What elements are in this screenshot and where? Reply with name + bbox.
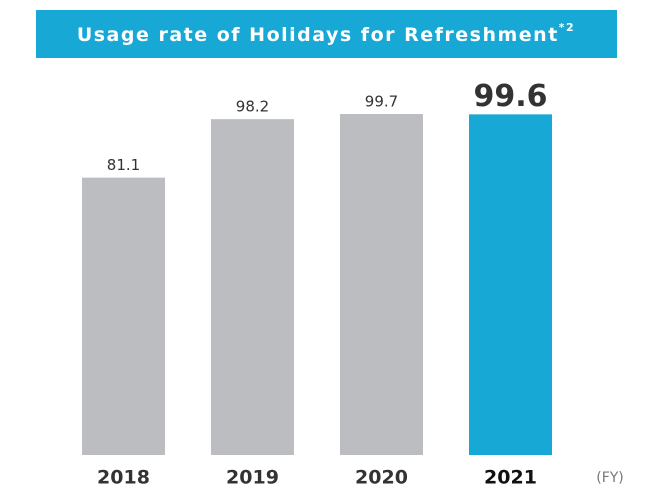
x-tick-label: 2018	[97, 467, 150, 489]
value-label: 81.1	[107, 156, 140, 174]
value-label: 98.2	[236, 98, 269, 116]
bar	[340, 114, 423, 455]
x-tick-label: 2019	[226, 467, 279, 489]
x-tick-label: 2021	[484, 467, 537, 489]
title-banner	[36, 10, 617, 58]
value-label: 99.6	[473, 79, 547, 114]
title-note: *2	[559, 21, 575, 34]
title-text: Usage rate of Holidays for Refreshment	[77, 24, 559, 46]
bar	[469, 114, 552, 456]
x-axis-label: (FY)	[596, 470, 624, 486]
bar	[82, 177, 165, 455]
bar	[211, 119, 294, 455]
chart-title: Usage rate of Holidays for Refreshment*2	[77, 21, 575, 46]
value-label: 99.7	[365, 93, 398, 111]
x-tick-label: 2020	[355, 467, 408, 489]
